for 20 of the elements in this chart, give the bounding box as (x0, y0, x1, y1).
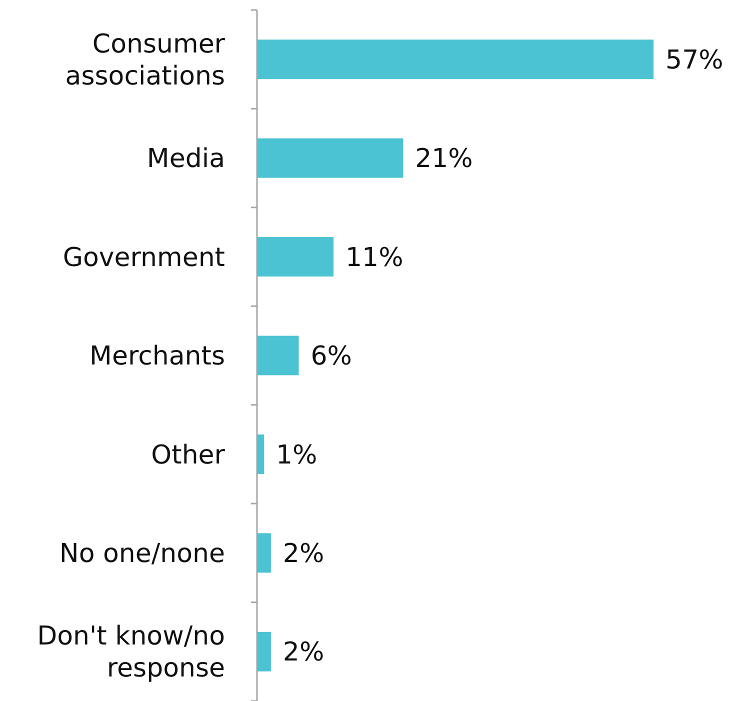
y-tick-label: Media (146, 144, 225, 174)
bar (257, 40, 654, 80)
y-tick-label: Don't know/no response (37, 622, 225, 684)
bar (257, 632, 271, 672)
data-label: 57% (666, 45, 724, 76)
y-tick-label: Consumer associations (65, 29, 226, 92)
bar (257, 237, 334, 277)
bar (257, 533, 271, 573)
data-label: 6% (310, 342, 352, 372)
data-label: 11% (346, 242, 404, 273)
data-label: 2% (282, 539, 324, 570)
data-label: 2% (282, 638, 324, 668)
data-label: 1% (276, 440, 318, 470)
y-tick-label: Merchants (90, 342, 225, 372)
bar (257, 336, 299, 376)
bar (257, 138, 404, 178)
y-tick-label: Other (151, 440, 226, 470)
y-tick-label: Government (62, 242, 225, 273)
data-label: 21% (415, 144, 473, 174)
y-tick-label: No one/none (59, 539, 225, 570)
